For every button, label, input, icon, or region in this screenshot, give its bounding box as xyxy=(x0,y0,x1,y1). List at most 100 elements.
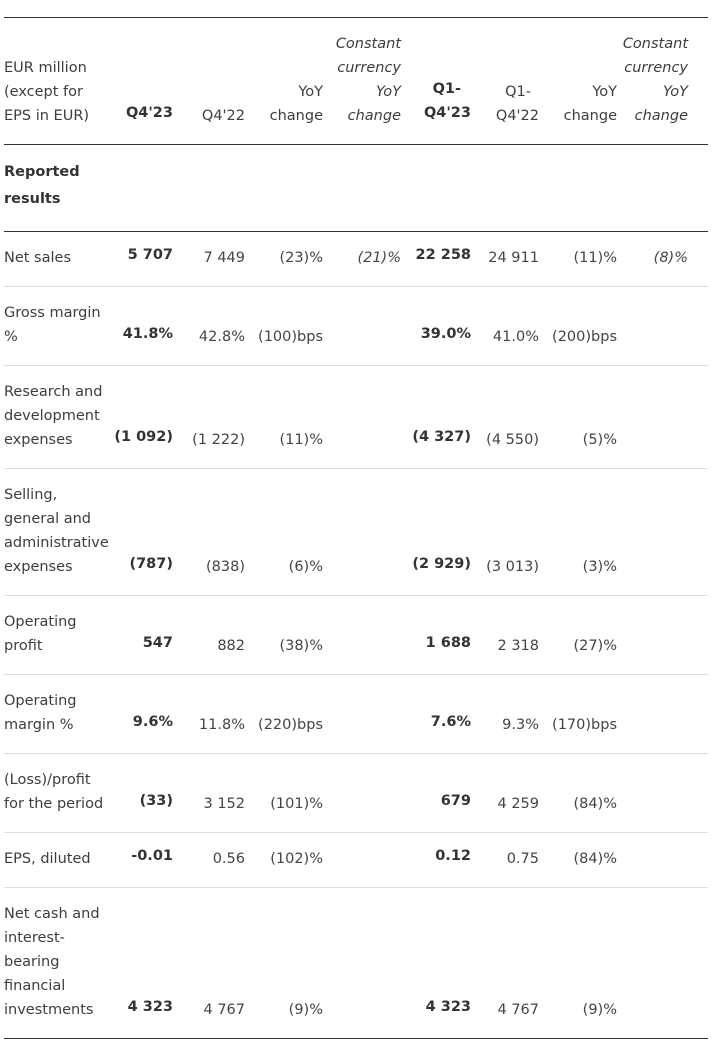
cell-yoy-change: (220)bps xyxy=(258,717,323,733)
cell-q4-22: (1 222) xyxy=(192,432,245,448)
cell-yoy-change: (102)% xyxy=(270,851,323,867)
cell-q4-23: -0.01 xyxy=(131,848,173,864)
cell-fy-23: (4 327) xyxy=(412,429,471,445)
cell-fy-yoy-change: (9)% xyxy=(582,1002,617,1018)
header-label: EUR million (except for EPS in EUR) xyxy=(4,60,90,124)
cell-constant-currency-change: (21)% xyxy=(357,250,401,266)
cell-constant-currency-change xyxy=(323,287,407,366)
cell-fy-yoy-change: (84)% xyxy=(573,851,617,867)
cell-q4-22: 4 767 xyxy=(203,1002,245,1018)
cell-fy-22: 9.3% xyxy=(502,717,539,733)
cell-fy-23: 0.12 xyxy=(435,848,471,864)
cell-fy-constant-currency-change xyxy=(617,833,708,888)
cell-constant-currency-change xyxy=(323,469,407,596)
cell-yoy-change: (38)% xyxy=(279,638,323,654)
row-label: Operating profit xyxy=(4,614,77,654)
cell-q4-23: (1 092) xyxy=(114,429,173,445)
cell-q4-22: 0.56 xyxy=(212,851,245,867)
cell-fy-23: 7.6% xyxy=(430,714,471,730)
cell-fy-yoy-change: (84)% xyxy=(573,796,617,812)
cell-q4-22: 882 xyxy=(217,638,245,654)
table-row: Operating margin % 9.6% 11.8% (220)bps 7.6% 9.… xyxy=(4,675,708,754)
cell-yoy-change: (6)% xyxy=(288,559,323,575)
cell-q4-22: 42.8% xyxy=(198,329,245,345)
table-row: Selling, general and administrative expense… xyxy=(4,469,708,596)
cell-fy-22: 0.75 xyxy=(506,851,539,867)
cell-q4-22: 7 449 xyxy=(203,250,245,266)
header-fy-22: Q1- Q4'22 xyxy=(495,84,539,124)
header-q4-22: Q4'22 xyxy=(201,108,245,124)
row-label: Selling, general and administrative expense… xyxy=(4,487,109,575)
cell-fy-23: 1 688 xyxy=(425,635,471,651)
table-row: Research and development expenses (1 092) (1… xyxy=(4,366,708,469)
header-constant-currency: Constant currency YoY change xyxy=(335,36,401,124)
cell-fy-22: 4 259 xyxy=(497,796,539,812)
cell-q4-22: 11.8% xyxy=(198,717,245,733)
cell-fy-22: 4 767 xyxy=(497,1002,539,1018)
cell-q4-23: 547 xyxy=(142,635,173,651)
cell-fy-yoy-change: (170)bps xyxy=(552,717,617,733)
section-title: Reported results xyxy=(4,164,80,207)
cell-fy-23: 22 258 xyxy=(415,247,472,263)
cell-fy-22: (4 550) xyxy=(486,432,539,448)
cell-constant-currency-change xyxy=(323,596,407,675)
row-label: Operating margin % xyxy=(4,693,77,733)
cell-q4-23: 41.8% xyxy=(122,326,173,342)
row-label: Net cash and interest-bearing financial inv… xyxy=(4,906,100,1018)
cell-fy-yoy-change: (5)% xyxy=(582,432,617,448)
cell-fy-22: 2 318 xyxy=(497,638,539,654)
row-label: Research and development expenses xyxy=(4,384,103,448)
cell-fy-yoy-change: (3)% xyxy=(582,559,617,575)
cell-fy-constant-currency-change: (8)% xyxy=(653,250,688,266)
row-label: Gross margin% xyxy=(4,305,101,345)
cell-fy-yoy-change: (11)% xyxy=(573,250,617,266)
cell-constant-currency-change xyxy=(323,888,407,1039)
header-fy-yoy: YoY change xyxy=(563,84,617,124)
cell-constant-currency-change xyxy=(323,833,407,888)
cell-fy-23: (2 929) xyxy=(412,556,471,572)
cell-q4-23: (33) xyxy=(139,793,173,809)
cell-fy-22: (3 013) xyxy=(486,559,539,575)
cell-q4-23: 9.6% xyxy=(132,714,173,730)
header-fy-constant-currency: Constant currency YoY change xyxy=(622,36,688,124)
header-q4-23: Q4'23 xyxy=(125,105,173,121)
cell-fy-22: 24 911 xyxy=(488,250,539,266)
cell-yoy-change: (101)% xyxy=(270,796,323,812)
table-row: Net sales 5 707 7 449 (23)% (21)% 22 258 24 91… xyxy=(4,232,708,287)
cell-fy-constant-currency-change xyxy=(617,675,708,754)
cell-q4-22: 3 152 xyxy=(203,796,245,812)
cell-q4-23: 4 323 xyxy=(127,999,173,1015)
reported-results-table: EUR million (except for EPS in EUR) Q4'2… xyxy=(4,17,708,1039)
header-yoy: YoY change xyxy=(269,84,323,124)
cell-q4-23: 5 707 xyxy=(127,247,173,263)
row-label: (Loss)/profit for the period xyxy=(4,772,104,812)
cell-fy-constant-currency-change xyxy=(617,754,708,833)
row-label: Net sales xyxy=(4,250,72,266)
table-row: Net cash and interest-bearing financial inv… xyxy=(4,888,708,1039)
cell-fy-23: 39.0% xyxy=(420,326,471,342)
cell-yoy-change: (9)% xyxy=(288,1002,323,1018)
cell-yoy-change: (100)bps xyxy=(258,329,323,345)
cell-fy-constant-currency-change xyxy=(617,888,708,1039)
cell-fy-constant-currency-change xyxy=(617,287,708,366)
header-fy-23: Q1- Q4'23 xyxy=(423,81,471,121)
row-label: EPS, diluted xyxy=(4,851,91,867)
cell-fy-yoy-change: (200)bps xyxy=(552,329,617,345)
cell-constant-currency-change xyxy=(323,754,407,833)
cell-fy-yoy-change: (27)% xyxy=(573,638,617,654)
cell-fy-22: 41.0% xyxy=(492,329,539,345)
cell-constant-currency-change xyxy=(323,675,407,754)
table-header-row: EUR million (except for EPS in EUR) Q4'2… xyxy=(4,17,708,145)
cell-yoy-change: (11)% xyxy=(279,432,323,448)
cell-constant-currency-change xyxy=(323,366,407,469)
cell-fy-23: 679 xyxy=(440,793,471,809)
table-row: (Loss)/profit for the period (33) 3 152 (101… xyxy=(4,754,708,833)
cell-q4-22: (838) xyxy=(206,559,245,575)
cell-fy-constant-currency-change xyxy=(617,596,708,675)
cell-q4-23: (787) xyxy=(129,556,173,572)
cell-yoy-change: (23)% xyxy=(279,250,323,266)
table-row: Gross margin% 41.8% 42.8% (100)bps 39.0% 41.0… xyxy=(4,287,708,366)
section-row: Reported results xyxy=(4,145,708,232)
cell-fy-23: 4 323 xyxy=(425,999,471,1015)
cell-fy-constant-currency-change xyxy=(617,469,708,596)
